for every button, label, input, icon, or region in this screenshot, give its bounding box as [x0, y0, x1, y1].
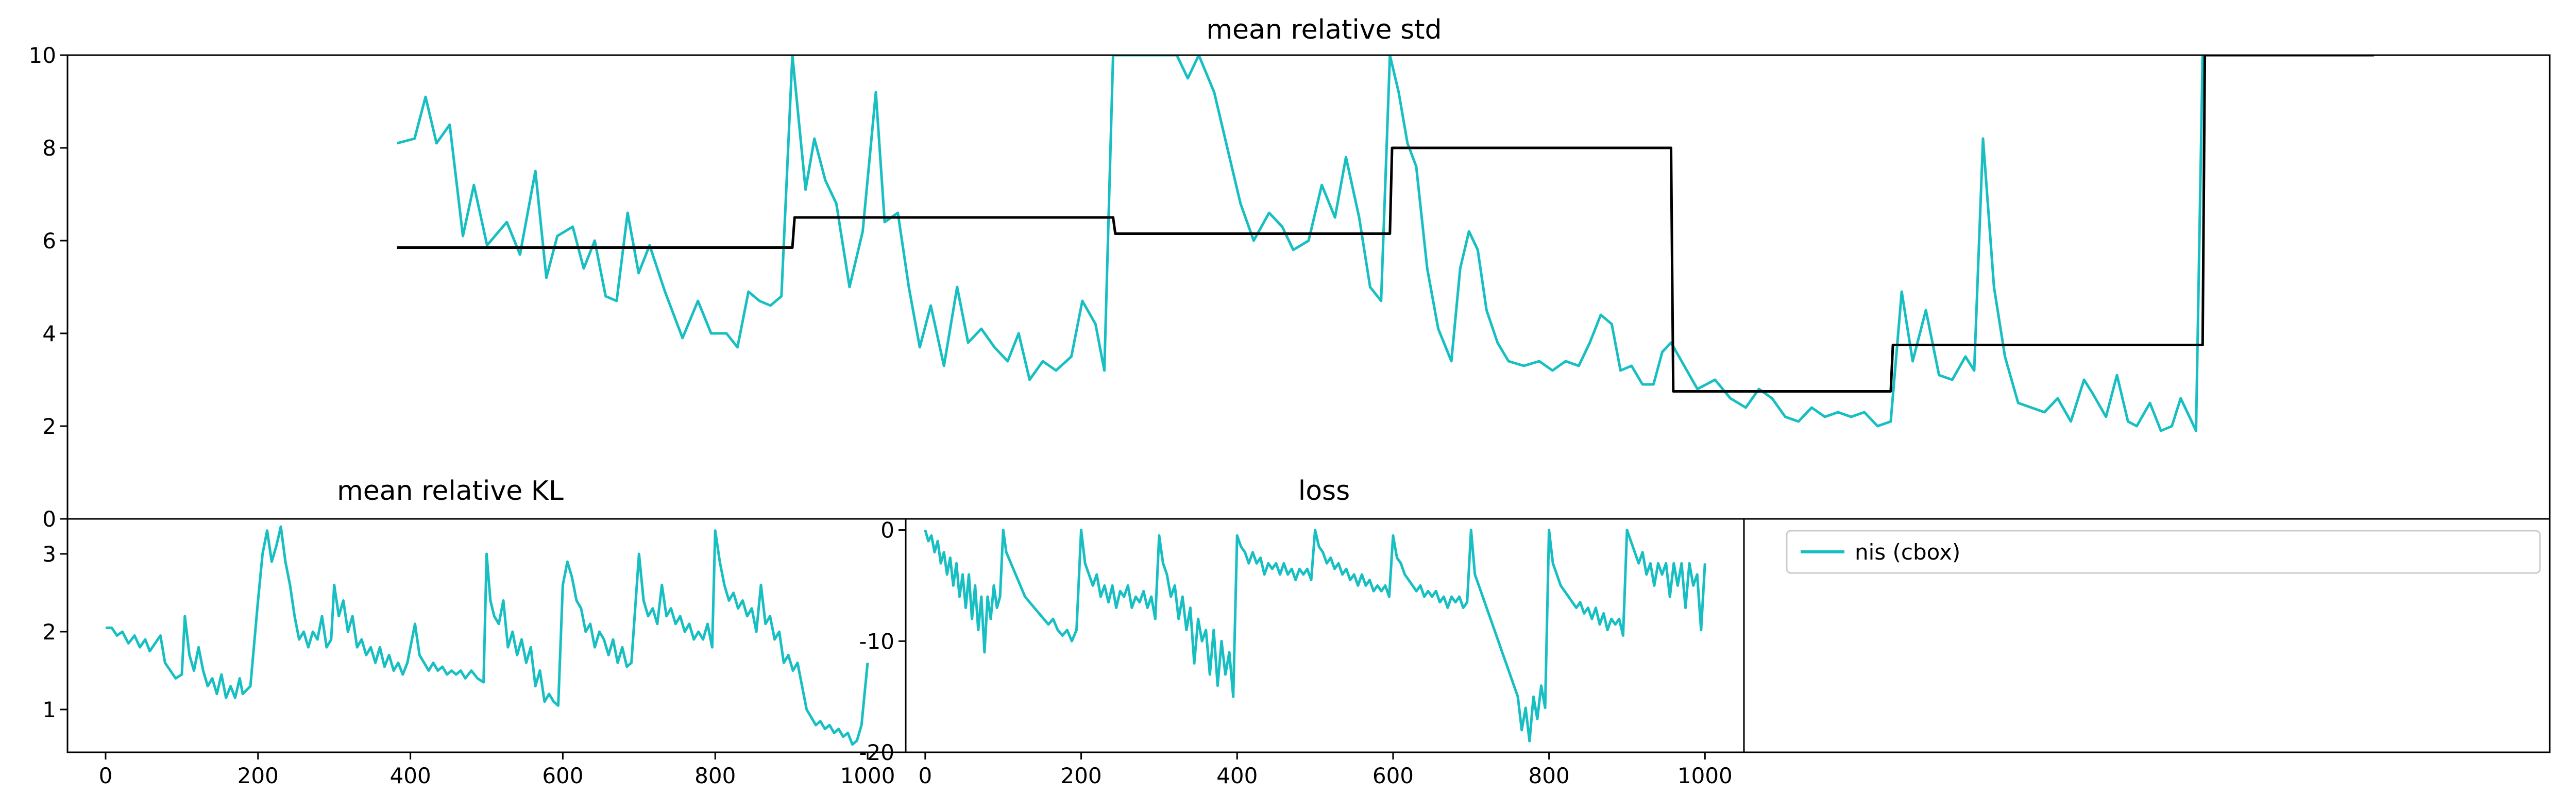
- y-tick-label-loss-0: 0: [880, 518, 894, 543]
- y-axis-std: 0 2 4 6 8 10: [29, 43, 67, 532]
- x-tick-label-kl-3: 600: [542, 763, 583, 788]
- axes-frame-std: [66, 54, 2551, 520]
- x-tick-label-loss-2: 400: [1216, 763, 1258, 788]
- series-line-loss-0: [924, 529, 1706, 742]
- plot-area-loss: [924, 529, 1706, 742]
- y-tick-label-std-5: 10: [29, 43, 56, 68]
- x-tick-label-loss-1: 200: [1060, 763, 1101, 788]
- y-tick-label-std-1: 2: [42, 414, 56, 439]
- y-tick-label-std-3: 6: [42, 228, 56, 254]
- plot-area-std: [396, 55, 2374, 432]
- chart-title-loss: loss: [1298, 476, 1350, 507]
- chart-title-kl: mean relative KL: [337, 476, 564, 507]
- chart-mean-relative-kl: mean relative KL 1 2 3 0 200 400 600 800 1000: [42, 476, 907, 788]
- x-tick-label-loss-5: 1000: [1677, 763, 1733, 788]
- y-tick-label-kl-2: 3: [42, 542, 56, 567]
- x-tick-label-loss-3: 600: [1372, 763, 1414, 788]
- y-tick-label-loss-2: -20: [859, 740, 894, 765]
- legend-box: [1786, 530, 2541, 574]
- x-axis-loss: 0 200 400 600 800 1000: [918, 752, 1733, 788]
- y-tick-label-std-2: 4: [42, 321, 56, 346]
- chart-loss: loss 0 -10 -20 0 200 400 600 800 1000: [859, 476, 1745, 788]
- chart-title-std: mean relative std: [1206, 14, 1442, 45]
- x-tick-label-kl-1: 200: [238, 763, 279, 788]
- x-axis-kl: 0 200 400 600 800 1000: [99, 752, 895, 788]
- x-tick-label-kl-5: 1000: [840, 763, 895, 788]
- chart-mean-relative-std: mean relative std 0 2 4 6 8 10: [29, 14, 2551, 532]
- x-tick-label-loss-4: 800: [1529, 763, 1570, 788]
- plot-area-kl: [106, 525, 869, 746]
- x-tick-label-kl-0: 0: [99, 763, 113, 788]
- series-line-std-0: [396, 55, 2374, 432]
- y-tick-label-kl-1: 2: [42, 619, 56, 645]
- legend-panel: nis (cbox): [1743, 518, 2551, 753]
- y-tick-label-std-0: 0: [42, 507, 56, 532]
- series-line-std-1: [397, 55, 2374, 393]
- y-tick-label-loss-1: -10: [859, 629, 894, 654]
- series-line-kl-0: [106, 525, 869, 746]
- y-tick-label-std-4: 8: [42, 136, 56, 161]
- y-axis-kl: 1 2 3: [42, 542, 67, 722]
- x-tick-label-kl-2: 400: [390, 763, 431, 788]
- x-tick-label-kl-4: 800: [694, 763, 736, 788]
- legend-label: nis (cbox): [1855, 539, 1960, 565]
- y-axis-loss: 0 -10 -20: [859, 518, 906, 765]
- legend-axes-frame: [1743, 518, 2551, 753]
- x-tick-label-loss-0: 0: [918, 763, 932, 788]
- y-tick-label-kl-0: 1: [42, 697, 56, 722]
- axes-frame-loss: [905, 518, 1745, 753]
